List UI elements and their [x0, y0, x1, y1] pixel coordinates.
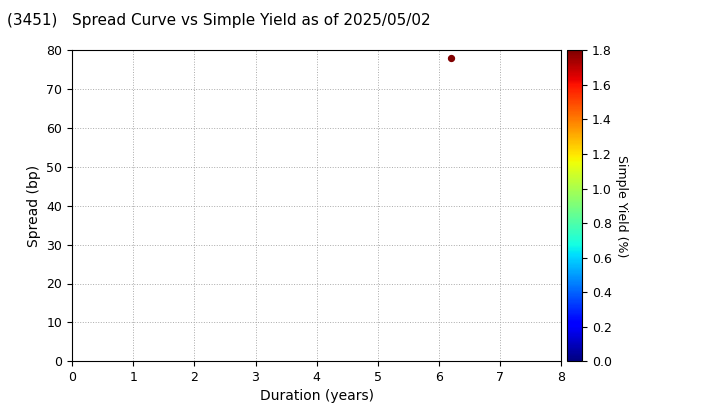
- Text: (3451)   Spread Curve vs Simple Yield as of 2025/05/02: (3451) Spread Curve vs Simple Yield as o…: [7, 13, 431, 28]
- Point: [446, 55, 457, 61]
- Y-axis label: Simple Yield (%): Simple Yield (%): [616, 155, 629, 257]
- X-axis label: Duration (years): Duration (years): [260, 389, 374, 404]
- Y-axis label: Spread (bp): Spread (bp): [27, 165, 41, 247]
